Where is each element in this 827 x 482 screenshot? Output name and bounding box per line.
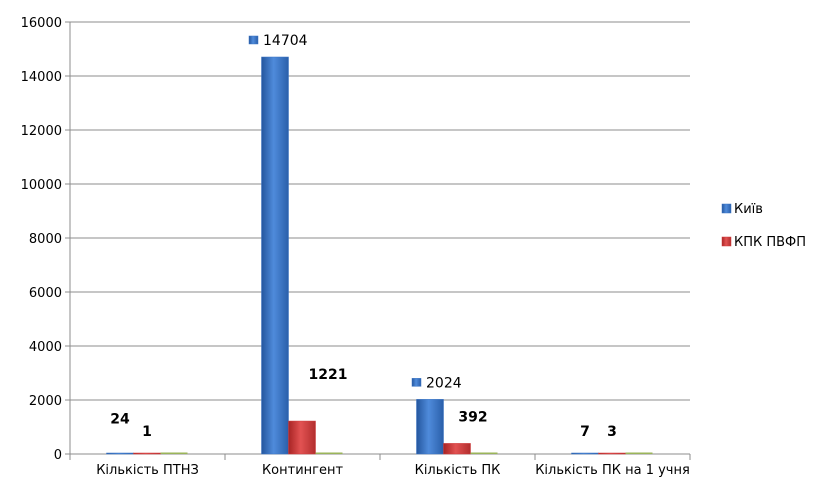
bar-kyiv [416,399,444,455]
legend: Київ КПК ПВФП [721,202,806,250]
data-labels: 24 14704 2024 7 1 1221 392 3 [110,33,617,440]
y-tick-label: 12000 [21,124,62,139]
axes: 0 2000 4000 6000 8000 10000 12000 14000 16000 Кіл… [21,16,691,478]
y-tick-label: 6000 [29,286,62,301]
x-category-label: Кількість ПК [415,463,501,478]
data-label: 3 [607,424,617,440]
bar-kyiv [261,56,289,455]
data-label: 24 [110,411,130,427]
data-label: 14704 [263,33,308,49]
bar-kyiv [571,452,599,455]
y-tick-label: 16000 [21,16,62,31]
bar-empty-series [470,452,498,454]
legend-swatch [721,236,732,247]
x-category-label: Кількість ПТНЗ [96,463,199,478]
bars [106,56,653,455]
y-tick-label: 4000 [29,340,62,355]
y-tick-label: 14000 [21,70,62,85]
bar-kpk-pvfp [443,443,471,455]
bar-kyiv [106,452,134,455]
y-tick-label: 2000 [29,394,62,409]
bar-kpk-pvfp [598,452,626,455]
legend-label: Київ [734,202,763,217]
data-label: 1 [142,424,152,440]
data-label-marker [411,378,422,387]
bar-empty-series [160,452,188,454]
y-tick-label: 8000 [29,232,62,247]
bar-empty-series [625,452,653,454]
data-label: 7 [580,424,590,440]
x-category-label: Кількість ПК на 1 учня [535,463,690,478]
bar-empty-series [315,452,343,454]
gridlines [70,21,690,401]
legend-swatch [721,203,732,214]
data-label: 1221 [309,367,348,383]
data-label: 392 [458,409,487,425]
y-tick-label: 10000 [21,178,62,193]
x-category-label: Контингент [262,463,344,478]
bar-kpk-pvfp [133,452,161,455]
data-label-marker [248,35,259,45]
y-tick-label: 0 [54,448,62,463]
legend-label: КПК ПВФП [734,235,806,250]
data-label: 2024 [426,375,462,391]
bar-kpk-pvfp [288,420,316,455]
